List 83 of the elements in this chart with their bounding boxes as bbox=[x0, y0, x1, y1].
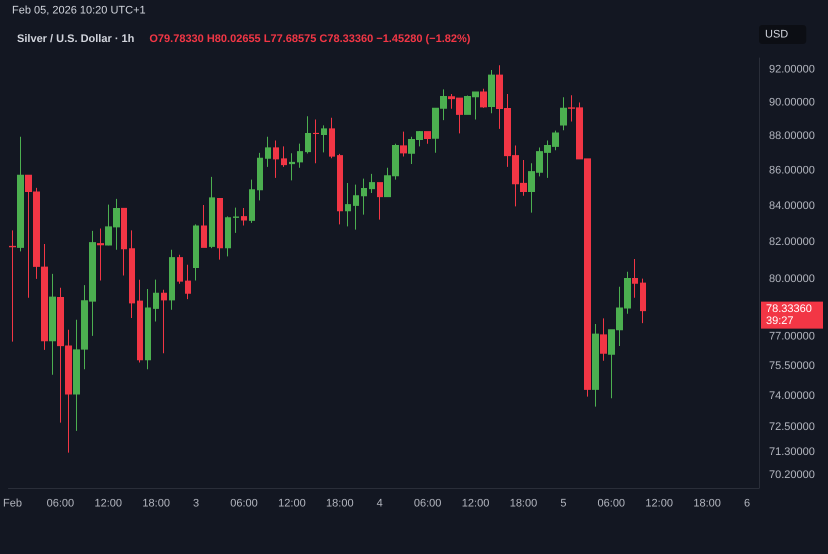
chart-title: Silver / U.S. Dollar · 1h bbox=[17, 33, 135, 45]
x-tick-label: 06:00 bbox=[414, 498, 442, 510]
x-tick-label: 06:00 bbox=[230, 498, 258, 510]
y-tick-label: 90.00000 bbox=[769, 96, 815, 108]
chart-subtitle: O79.78330 H80.02655 L77.68575 C78.33360 −1.45280 (−1.82%) bbox=[149, 33, 471, 45]
candlestick bbox=[145, 288, 151, 370]
x-tick-label: 18:00 bbox=[510, 498, 538, 510]
candlestick bbox=[217, 198, 223, 260]
candlestick bbox=[225, 216, 231, 257]
y-tick-label: 70.20000 bbox=[769, 469, 815, 482]
y-tick-label: 71.30000 bbox=[769, 446, 815, 458]
candlestick bbox=[305, 116, 311, 154]
x-tick-label: 18:00 bbox=[326, 498, 354, 510]
candlestick bbox=[49, 273, 56, 376]
y-tick-label: 75.50000 bbox=[769, 360, 815, 372]
candlestick bbox=[153, 279, 159, 322]
candlestick bbox=[185, 264, 191, 300]
x-tick-label: 12:00 bbox=[278, 498, 306, 510]
y-tick-label: 86.00000 bbox=[769, 164, 815, 177]
x-tick-label: 6 bbox=[744, 498, 750, 510]
candlestick bbox=[313, 118, 319, 164]
candlestick bbox=[265, 136, 271, 168]
x-tick-label: 5 bbox=[560, 498, 566, 510]
x-tick-label: 12:00 bbox=[645, 498, 673, 510]
candlestick bbox=[233, 207, 239, 234]
text: 39:27 bbox=[766, 315, 794, 328]
candlestick bbox=[353, 184, 359, 230]
candlestick bbox=[73, 319, 80, 432]
y-tick-label: 84.00000 bbox=[769, 200, 815, 212]
text: 78.33360 bbox=[766, 303, 812, 316]
candlestick bbox=[161, 289, 167, 354]
candlestick bbox=[209, 176, 215, 249]
candlestick bbox=[169, 249, 175, 310]
x-tick-label: 18:00 bbox=[693, 498, 721, 510]
candlestick bbox=[640, 278, 646, 324]
candlestick bbox=[17, 136, 24, 252]
candlestick bbox=[257, 152, 263, 201]
candlestick bbox=[400, 131, 407, 157]
candlestick bbox=[97, 228, 104, 282]
candlestick bbox=[377, 182, 383, 220]
candlestick bbox=[281, 146, 287, 168]
candlestick bbox=[488, 70, 495, 114]
candlestick bbox=[177, 254, 183, 284]
x-tick-label: Feb bbox=[2, 498, 22, 510]
candlestick bbox=[201, 204, 207, 248]
y-tick-label: 77.00000 bbox=[769, 330, 815, 342]
candlestick bbox=[560, 96, 567, 131]
y-tick-label: 74.00000 bbox=[769, 390, 815, 402]
x-tick-label: 06:00 bbox=[598, 498, 626, 510]
candlestick bbox=[137, 279, 143, 364]
candlestick bbox=[600, 318, 607, 362]
y-axis-title: USD bbox=[765, 28, 788, 40]
candlestick bbox=[9, 230, 16, 342]
candlestick bbox=[273, 140, 279, 178]
x-tick-label: 18:00 bbox=[142, 498, 170, 510]
x-tick-label: 4 bbox=[376, 498, 383, 510]
candlestick bbox=[329, 117, 335, 159]
candlestick bbox=[361, 178, 367, 216]
candlestick bbox=[632, 258, 638, 298]
candlestick bbox=[337, 153, 343, 225]
y-tick-label: 92.00000 bbox=[769, 63, 815, 76]
candlestick bbox=[249, 179, 255, 224]
text: Feb 05, 2026 10:20 UTC+1 bbox=[12, 4, 146, 16]
y-tick-label: 80.00000 bbox=[769, 273, 815, 286]
candlestick bbox=[369, 173, 375, 194]
candlestick bbox=[121, 208, 127, 276]
x-tick-label: 3 bbox=[193, 498, 200, 510]
candlestick bbox=[241, 208, 247, 226]
x-tick-label: 12:00 bbox=[94, 498, 122, 510]
candlestick bbox=[480, 88, 487, 108]
candlestick bbox=[592, 323, 599, 408]
y-tick-label: 72.50000 bbox=[769, 420, 815, 433]
candlestick bbox=[289, 152, 295, 181]
candlestick bbox=[424, 130, 431, 144]
y-tick-label: 88.00000 bbox=[769, 130, 815, 142]
x-tick-label: 12:00 bbox=[462, 498, 490, 510]
candlestick bbox=[129, 230, 135, 319]
candlestick bbox=[297, 143, 303, 168]
candlestick bbox=[321, 124, 327, 153]
x-tick-label: 06:00 bbox=[46, 498, 74, 510]
candlestick bbox=[193, 224, 199, 282]
y-tick-label: 82.00000 bbox=[769, 236, 815, 248]
candlestick bbox=[345, 182, 351, 227]
